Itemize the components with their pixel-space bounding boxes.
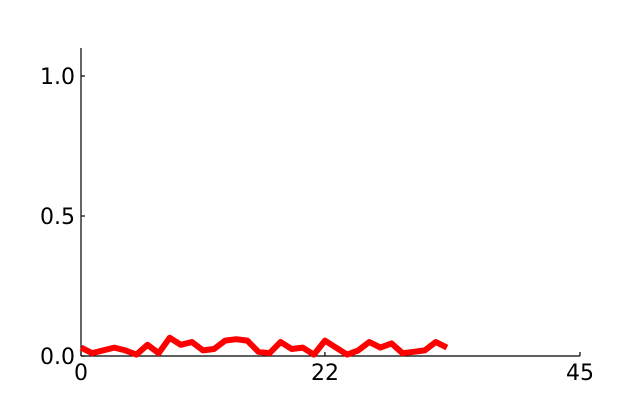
y-ticks: 0.0 0.5 1.0 [40, 65, 85, 370]
x-ticks: 0 22 45 [74, 352, 594, 386]
series-line [79, 334, 449, 358]
y-tick-label: 1.0 [40, 65, 75, 90]
x-tick-label: 0 [74, 361, 88, 386]
x-tick-label: 22 [311, 361, 339, 386]
y-tick-label: 0.0 [40, 345, 75, 370]
series-layer [79, 334, 449, 358]
x-tick-label: 45 [566, 361, 594, 386]
axes [80, 48, 580, 357]
y-tick-label: 0.5 [40, 205, 75, 230]
